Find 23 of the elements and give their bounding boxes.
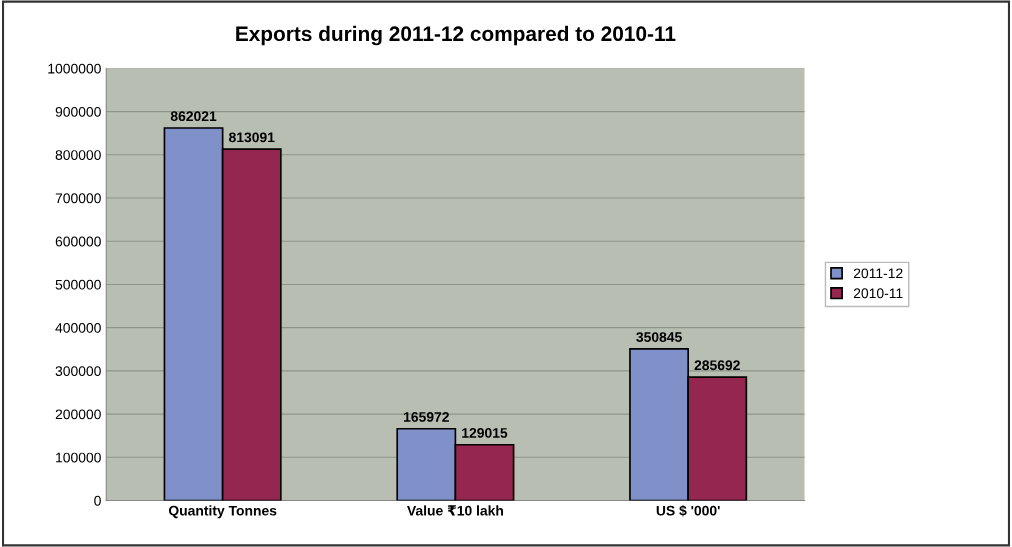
x-tick-label: Value ₹10 lakh [407,505,503,516]
legend-label: 2010-11 [853,288,903,299]
y-tick-label: 300000 [55,366,101,377]
legend-label: 2011-12 [853,268,903,279]
data-label: 813091 [229,132,275,143]
y-tick-label: 400000 [55,322,101,333]
data-label: 129015 [462,428,508,438]
y-tick-label: 0 [94,495,101,506]
y-tick-label: 700000 [55,193,101,204]
data-label: 862021 [170,111,217,122]
y-tick-label: 500000 [55,279,101,290]
y-tick-label: 1000000 [48,63,101,74]
y-tick-label: 100000 [56,452,101,463]
data-label: 350845 [636,332,682,342]
y-tick-label: 900000 [55,106,101,117]
chart-title: Exports during 2011-12 compared to 2010-11 [236,25,676,46]
y-tick-label: 800000 [55,150,101,160]
y-tick-label: 600000 [55,236,101,247]
data-label: 165972 [404,412,449,422]
y-tick-label: 200000 [55,409,101,420]
x-tick-label: US $ '000' [656,505,720,517]
data-label: 285692 [694,360,740,371]
x-tick-label: Quantity Tonnes [168,505,277,519]
